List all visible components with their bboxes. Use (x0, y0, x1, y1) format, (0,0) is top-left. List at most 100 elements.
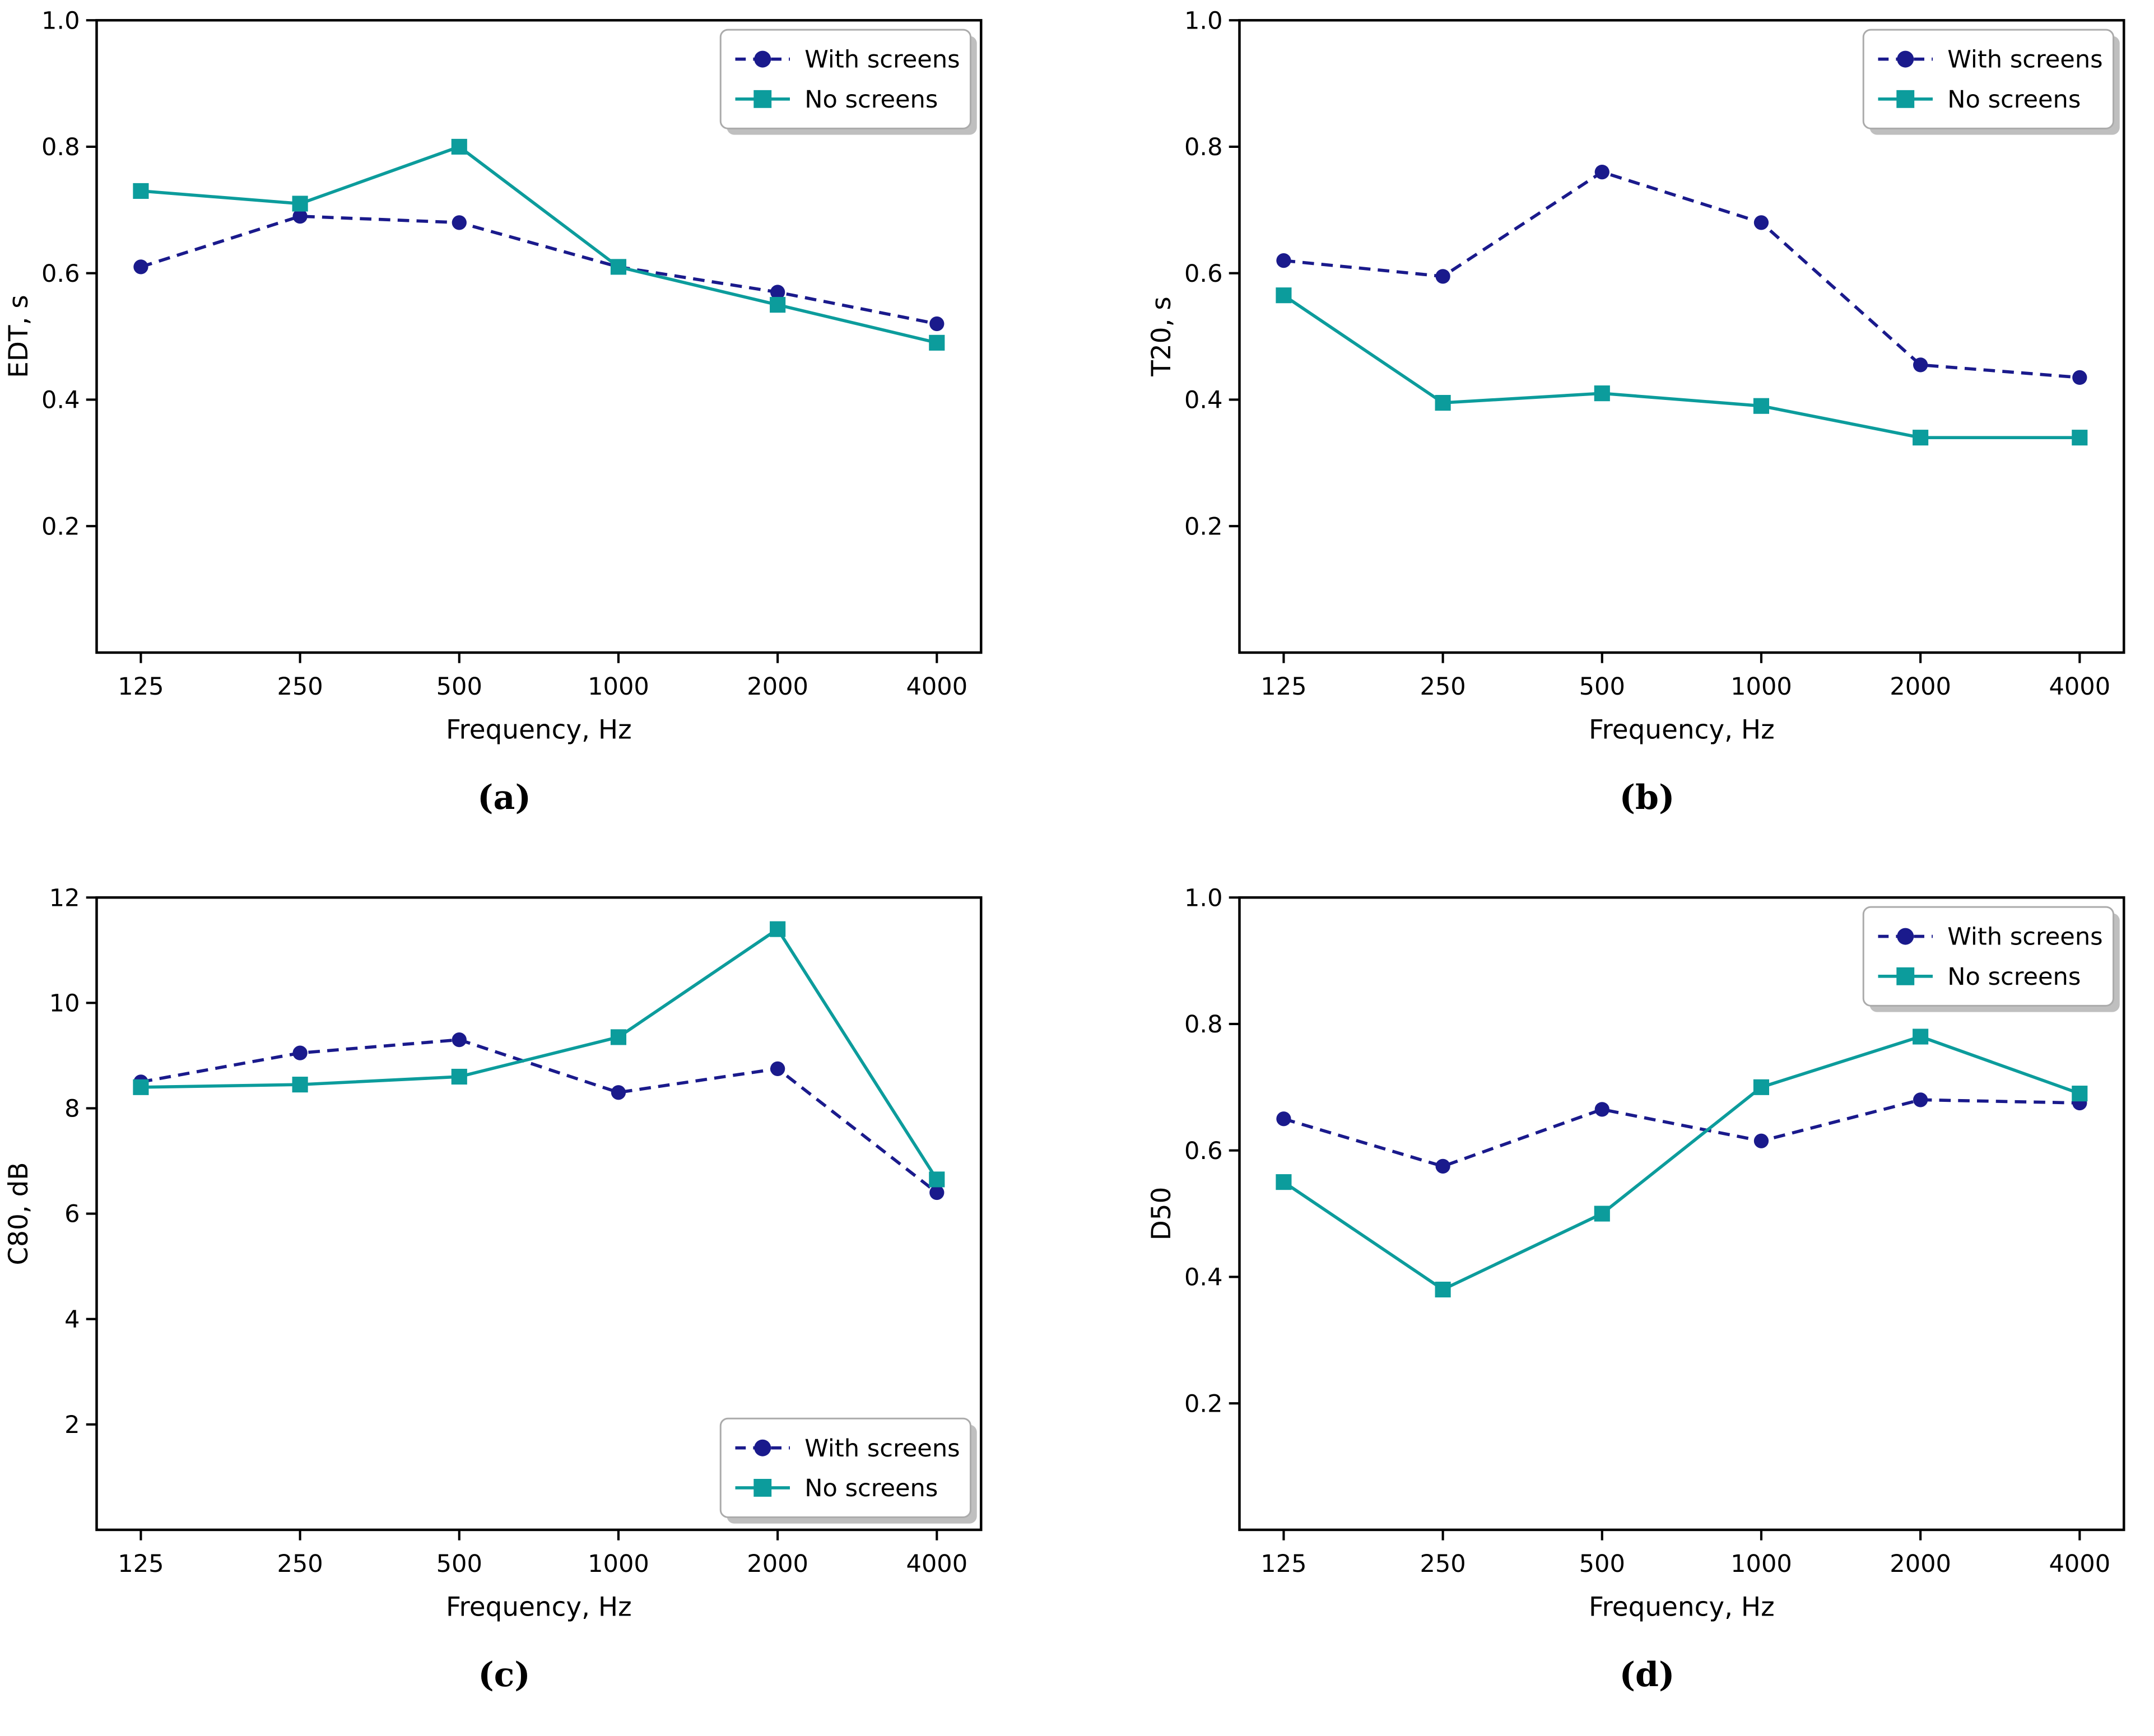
y-tick-label: 2 (64, 1411, 80, 1439)
x-axis-label: Frequency, Hz (446, 1592, 632, 1623)
legend-marker-square (1896, 967, 1915, 985)
data-point-square (929, 1171, 945, 1188)
legend-marker-circle (754, 1439, 771, 1456)
axes-a: 0.2 0.4 0.6 0.8 1.0 125 250 500 1000 2000 4000 Freq… (3, 7, 983, 746)
legend-marker-circle (754, 50, 771, 68)
data-point-circle (1276, 253, 1291, 268)
y-tick-label: 0.4 (41, 387, 80, 415)
legend-label-no-screens: No screens (804, 1474, 938, 1502)
x-tick-label: 250 (1420, 673, 1466, 701)
legend-label-with-screens: With screens (804, 46, 960, 74)
y-tick-label: 0.2 (1184, 1390, 1223, 1418)
chart-b-canvas: 0.2 0.4 0.6 0.8 1.0 125 250 500 1000 2000 4000 Freq… (1146, 7, 2125, 746)
y-axis-label: T20, s (1146, 296, 1177, 376)
data-point-square (451, 138, 467, 155)
x-tick-label: 4000 (906, 673, 967, 701)
data-point-circle (2072, 370, 2087, 385)
y-tick-label: 8 (64, 1095, 80, 1123)
data-point-square (1594, 385, 1610, 402)
y-tick-label: 0.8 (41, 133, 80, 161)
series-with-screens (133, 208, 945, 332)
data-point-square (292, 196, 308, 212)
data-point-circle (1435, 1158, 1450, 1174)
legend-label-no-screens: No screens (1947, 963, 2081, 991)
y-tick-label: 0.4 (1184, 1264, 1223, 1292)
legend-box (1862, 906, 2114, 1007)
data-point-square (929, 334, 945, 351)
caption-c: (c) (478, 1655, 531, 1695)
data-point-square (1276, 1174, 1292, 1190)
data-point-square (451, 1068, 467, 1085)
series-no-screens (1276, 287, 2088, 446)
y-tick-label: 1.0 (1184, 7, 1223, 35)
y-axis-label: C80, dB (3, 1162, 34, 1265)
x-axis-label: Frequency, Hz (1589, 715, 1775, 746)
x-tick-label: 250 (277, 1550, 323, 1578)
panel-c: 2 4 6 8 10 12 125 250 500 1000 2000 4000 Frequency, … (0, 868, 1077, 1736)
data-point-circle (1913, 357, 1928, 373)
series-with-screens (1276, 164, 2087, 385)
legend-label-with-screens: With screens (804, 1435, 960, 1463)
y-tick-label: 0.8 (1184, 133, 1223, 161)
x-tick-label: 1000 (588, 673, 649, 701)
data-point-circle (133, 259, 148, 274)
x-tick-label: 500 (1579, 673, 1625, 701)
legend-marker-circle (1897, 928, 1914, 945)
legend-box (719, 1417, 971, 1518)
x-tick-label: 250 (1420, 1550, 1466, 1578)
x-tick-label: 125 (1260, 1550, 1306, 1578)
y-axis-label: EDT, s (3, 295, 34, 378)
axes-b: 0.2 0.4 0.6 0.8 1.0 125 250 500 1000 2000 4000 Freq… (1146, 7, 2125, 746)
x-axis-label: Frequency, Hz (446, 715, 632, 746)
x-tick-label: 125 (118, 673, 164, 701)
y-tick-label: 6 (64, 1200, 80, 1228)
x-tick-label: 500 (436, 673, 482, 701)
y-tick-label: 0.4 (1184, 387, 1223, 415)
chart-d-canvas: 0.2 0.4 0.6 0.8 1.0 125 250 500 1000 2000 4000 Freq… (1146, 884, 2125, 1623)
panel-b: 0.2 0.4 0.6 0.8 1.0 125 250 500 1000 2000 4000 Freq… (1077, 0, 2154, 868)
y-tick-label: 1.0 (41, 7, 80, 35)
x-tick-label: 500 (436, 1550, 482, 1578)
legend: With screens No screens (719, 29, 977, 135)
legend-label-no-screens: No screens (804, 86, 938, 114)
data-point-circle (1753, 215, 1769, 230)
data-point-circle (770, 285, 785, 300)
x-tick-label: 500 (1579, 1550, 1625, 1578)
legend: With screens No screens (719, 1417, 977, 1524)
y-tick-label: 0.2 (1184, 513, 1223, 541)
y-tick-label: 1.0 (1184, 884, 1223, 912)
caption-d: (d) (1619, 1655, 1675, 1695)
x-tick-label: 125 (1260, 673, 1306, 701)
data-point-circle (452, 1032, 467, 1048)
legend-label-no-screens: No screens (1947, 86, 2081, 114)
data-point-square (1594, 1206, 1610, 1222)
axes-d: 0.2 0.4 0.6 0.8 1.0 125 250 500 1000 2000 4000 Freq… (1146, 884, 2125, 1623)
data-point-circle (1594, 164, 1609, 180)
x-tick-label: 2000 (747, 1550, 808, 1578)
chart-a-canvas: 0.2 0.4 0.6 0.8 1.0 125 250 500 1000 2000 4000 Freq… (3, 7, 983, 746)
data-point-circle (1276, 1111, 1291, 1127)
legend-label-with-screens: With screens (1947, 923, 2102, 951)
data-point-square (1435, 1281, 1451, 1298)
y-tick-label: 0.8 (1184, 1011, 1223, 1039)
y-tick-label: 0.6 (41, 260, 80, 288)
x-tick-label: 4000 (2049, 673, 2110, 701)
y-axis-label: D50 (1146, 1187, 1177, 1241)
legend-marker-square (753, 1479, 772, 1497)
legend-box (1862, 29, 2114, 129)
data-point-circle (1435, 269, 1450, 284)
axes-c: 2 4 6 8 10 12 125 250 500 1000 2000 4000 Frequency, … (3, 884, 983, 1623)
x-tick-label: 2000 (747, 673, 808, 701)
data-point-circle (770, 1061, 785, 1077)
series-with-screens (1276, 1092, 2087, 1174)
legend-marker-circle (1897, 50, 1914, 68)
y-tick-label: 0.6 (1184, 260, 1223, 288)
x-tick-label: 1000 (1730, 673, 1792, 701)
panel-a: 0.2 0.4 0.6 0.8 1.0 125 250 500 1000 2000 4000 Freq… (0, 0, 1077, 868)
x-axis-label: Frequency, Hz (1589, 1592, 1775, 1623)
data-point-square (770, 297, 786, 313)
data-point-circle (929, 316, 945, 332)
x-tick-label: 2000 (1890, 1550, 1951, 1578)
y-tick-label: 0.2 (41, 513, 80, 541)
data-point-square (292, 1077, 308, 1093)
